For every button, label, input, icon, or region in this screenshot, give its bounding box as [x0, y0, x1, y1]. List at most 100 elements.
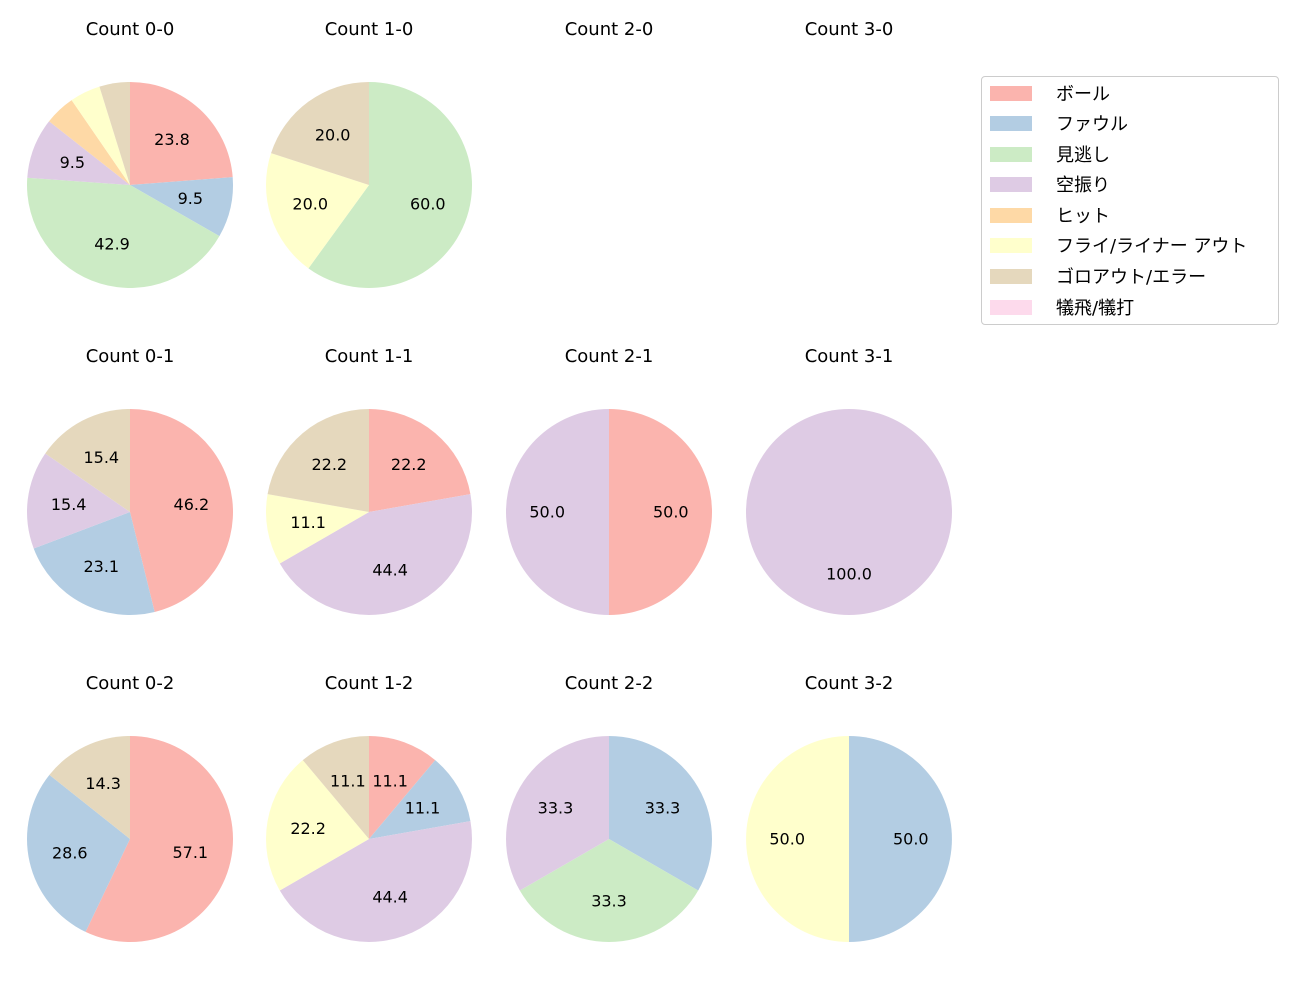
- legend-item-hit: ヒット: [990, 203, 1110, 227]
- slice-label: 11.1: [372, 771, 408, 790]
- pie-slice: [265, 494, 369, 564]
- pie-count-2-1: Count 2-1 50.0 50.0: [506, 346, 712, 615]
- slice-label: 100.0: [826, 564, 872, 583]
- pie-title: Count 3-2: [805, 673, 894, 694]
- slice-label: 22.2: [391, 455, 427, 474]
- pie-slice: [279, 494, 473, 616]
- slice-label: 11.1: [330, 771, 366, 790]
- pie-title: Count 3-1: [805, 346, 894, 367]
- pie-count-3-1: Count 3-1 100.0: [746, 346, 952, 615]
- legend-label: 空振り: [1056, 175, 1110, 196]
- pie-slice: [369, 409, 471, 512]
- slice-label: 50.0: [653, 503, 689, 522]
- slice-label: 9.5: [60, 153, 85, 172]
- slice-label: 44.4: [372, 561, 408, 580]
- legend-swatch: [990, 268, 1032, 284]
- slice-label: 33.3: [591, 891, 627, 910]
- pie-count-0-0: Count 0-0 23.8 9.5 42.9 9.5: [27, 19, 233, 288]
- pie-title: Count 0-1: [86, 346, 175, 367]
- pie-count-2-2: Count 2-2 33.3 33.3 33.3: [506, 673, 712, 942]
- pie-title: Count 2-2: [565, 673, 654, 694]
- pie-slice: [746, 409, 952, 615]
- pie-slice: [49, 736, 131, 839]
- pie-slice: [369, 736, 436, 839]
- slice-label: 9.5: [178, 189, 203, 208]
- legend-label: 見逃し: [1056, 145, 1110, 166]
- pie-title: Count 1-2: [325, 673, 414, 694]
- pie-slice: [849, 736, 952, 942]
- slice-label: 23.1: [83, 557, 119, 576]
- pie-slice: [99, 82, 130, 185]
- pie-slice: [279, 821, 473, 943]
- slice-label: 20.0: [315, 126, 351, 145]
- pie-slice: [27, 177, 220, 288]
- legend-item-swinging-strike: 空振り: [990, 172, 1110, 196]
- slice-label: 23.8: [154, 130, 190, 149]
- slice-label: 22.2: [290, 819, 326, 838]
- pie-slice: [27, 453, 130, 549]
- pie-slice: [308, 82, 473, 288]
- slice-label: 44.4: [372, 888, 408, 907]
- pie-count-1-2: Count 1-2 11.1 11.1 44.4 22.2 11.1: [266, 673, 473, 943]
- pie-count-3-2: Count 3-2 50.0 50.0: [746, 673, 952, 942]
- pie-slice: [130, 82, 233, 185]
- slice-label: 11.1: [290, 513, 326, 532]
- legend-label: ゴロアウト/エラー: [1056, 267, 1207, 288]
- pie-slice: [27, 121, 130, 185]
- legend-label: ファウル: [1056, 114, 1128, 135]
- pie-slice: [746, 736, 849, 942]
- pie-slice: [130, 177, 233, 237]
- pie-slice: [27, 774, 130, 932]
- legend-swatch: [990, 85, 1032, 101]
- slice-label: 50.0: [769, 830, 805, 849]
- legend-swatch: [990, 146, 1032, 162]
- pie-slice: [519, 839, 699, 942]
- pie-slice: [33, 512, 155, 616]
- slice-label: 57.1: [172, 843, 208, 862]
- pie-slice: [266, 153, 369, 269]
- pie-slice: [271, 82, 369, 185]
- chart-legend: ボール ファウル 見逃し 空振り ヒット フライ/ライナー アウト ゴロアウト/…: [981, 76, 1279, 325]
- pie-slice: [85, 736, 234, 942]
- slice-label: 15.4: [51, 495, 87, 514]
- pie-slice: [267, 409, 369, 512]
- slice-label: 60.0: [410, 195, 446, 214]
- slice-label: 11.1: [405, 799, 441, 818]
- pie-slice: [369, 760, 471, 839]
- pie-slice: [609, 736, 712, 891]
- legend-item-groundout-error: ゴロアウト/エラー: [990, 264, 1206, 288]
- legend-item-called-strike: 見逃し: [990, 142, 1110, 166]
- legend-swatch: [990, 115, 1032, 131]
- slice-label: 20.0: [292, 195, 328, 214]
- pie-slice: [506, 409, 609, 615]
- legend-label: ボール: [1056, 84, 1110, 105]
- pie-slice: [49, 100, 130, 185]
- pie-title: Count 0-2: [86, 673, 175, 694]
- legend-label: 犠飛/犠打: [1056, 298, 1135, 319]
- pie-count-0-2: Count 0-2 57.1 28.6 14.3: [27, 673, 234, 942]
- legend-swatch: [990, 176, 1032, 192]
- slice-label: 50.0: [893, 830, 929, 849]
- pie-count-3-0: Count 3-0: [805, 19, 894, 40]
- pie-title: Count 3-0: [805, 19, 894, 40]
- legend-swatch: [990, 207, 1032, 223]
- slice-label: 28.6: [52, 843, 88, 862]
- pie-slice: [45, 409, 130, 512]
- slice-label: 15.4: [83, 448, 119, 467]
- legend-item-fly-liner-out: フライ/ライナー アウト: [990, 233, 1247, 257]
- pie-slice: [609, 409, 712, 615]
- legend-item-ball: ボール: [990, 81, 1110, 105]
- legend-item-sacrifice: 犠飛/犠打: [990, 295, 1134, 319]
- pie-slice: [130, 409, 234, 613]
- slice-label: 42.9: [94, 235, 130, 254]
- slice-label: 14.3: [85, 774, 121, 793]
- slice-label: 50.0: [529, 503, 565, 522]
- slice-label: 22.2: [311, 455, 347, 474]
- pie-slice: [302, 736, 369, 839]
- pie-count-2-0: Count 2-0: [565, 19, 654, 40]
- pie-slice: [71, 86, 130, 185]
- pie-count-1-0: Count 1-0 60.0 20.0 20.0: [266, 19, 473, 288]
- legend-label: ヒット: [1056, 206, 1110, 227]
- slice-label: 33.3: [645, 799, 681, 818]
- pie-count-1-1: Count 1-1 22.2 44.4 11.1 22.2: [265, 346, 473, 616]
